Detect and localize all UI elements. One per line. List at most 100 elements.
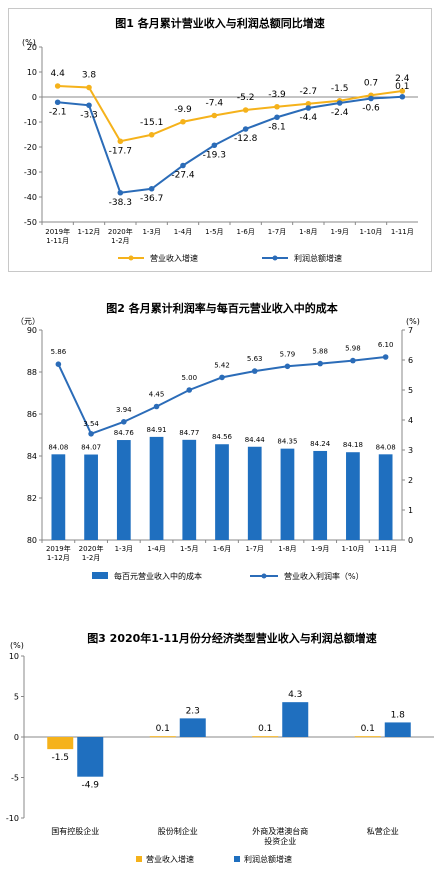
chart3-bar [179,718,206,737]
chart3-y-tick-label: -5 [11,774,19,783]
chart3-bar [384,722,411,737]
chart3-bar [252,736,279,738]
chart1-series-line [57,95,403,194]
chart2-bar-label: 84.76 [114,429,135,437]
chart2-svg: 图2 各月累计利润率与每百元营业收入中的成本 （元） (%) 90 88 86 84 8… [16,301,420,581]
chart1-y-tick-label: 20 [27,43,37,52]
chart1-data-point [54,99,61,106]
chart3-x-tick-label: 股份制企业 [158,826,198,836]
chart2-right-tick-label: 5 [408,386,413,395]
chart1-x-tick-label: 1-11月 [391,228,414,236]
chart2-bar [116,440,131,540]
chart1-data-point [148,185,155,192]
chart2-bar [51,454,66,540]
chart1-svg: 图1 各月累计营业收入与利润总额同比增速 (%) 20 10 0 -10 -20 -30 -… [22,16,418,263]
chart2-line-label: 6.10 [378,341,394,349]
chart2-line-label: 5.86 [51,348,67,356]
chart1-y-tick-label: -20 [24,143,37,152]
chart2-x-tick-label: 1-7月 [246,545,264,553]
chart3-bar [354,736,381,738]
chart3-bar-label: 4.3 [288,690,302,700]
chart1-title: 图1 各月累计营业收入与利润总额同比增速 [115,16,324,30]
chart3-bar [47,737,74,750]
chart3-x-tick-label: 私营企业 [367,826,399,836]
chart2-line-point [350,357,356,364]
chart1-data-label: 0.1 [395,82,409,92]
chart1-x-tick-label: 1-9月 [330,228,348,236]
chart1-data-label: -38.3 [109,198,132,208]
chart1-frame [8,8,432,272]
chart2-line-label: 5.42 [214,361,230,369]
chart1-data-point [54,83,61,89]
chart1-data-point [305,100,312,107]
chart1-data-label: -17.7 [109,146,132,156]
chart3-legend-swatch [234,856,240,862]
chart1-y-tick-label: -50 [24,218,37,227]
chart1-data-point [180,118,186,125]
chart1-data-label: -8.1 [268,122,286,132]
chart1-data-label: -27.4 [171,171,195,181]
chart2-bar-label: 84.07 [81,444,101,452]
chart2-line-label: 5.79 [280,350,296,358]
chart1-data-label: -7.4 [206,99,224,109]
chart3-y-tick-label: 10 [9,652,19,661]
chart1-data-label: 3.8 [82,71,97,81]
chart2-bar-label: 84.08 [48,443,68,451]
chart2-line-point [219,374,225,381]
chart3-title: 图3 2020年1-11月份分经济类型营业收入与利润总额增速 [87,631,377,645]
chart2-line-label: 5.88 [312,348,328,356]
chart2-line-label: 5.63 [247,355,263,363]
chart3-bar-label: 0.1 [361,724,375,734]
chart1-data-label: -2.1 [49,107,67,117]
chart1-y-tick-label: 10 [27,68,37,77]
chart1-data-point [242,126,249,132]
chart2-left-tick-label: 90 [27,326,37,335]
chart3-legend-label: 利润总额增速 [244,854,292,864]
chart3-bar-label: 0.1 [156,724,170,734]
chart2-bar-label: 84.44 [245,436,266,444]
chart1-x-tick-label: 1-3月 [142,228,160,236]
chart1-x-tick-label: 2019年 1-11月 [45,227,70,245]
chart2-left-unit: （元） [16,317,40,326]
chart2-x-tick-label: 1-11月 [374,545,397,553]
chart1-data-point [211,112,218,119]
chart1-data-point [274,103,280,110]
chart3-bar [282,702,309,737]
chart1-data-point [117,189,124,196]
chart3-panel: 图3 2020年1-11月份分经济类型营业收入与利润总额增速 (%) 10 5 0 -… [0,620,440,883]
chart3-y-tick-label: -10 [6,814,19,823]
chart2-bar [84,454,98,540]
chart2-right-tick-label: 1 [408,506,413,515]
chart2-line-point [55,361,62,367]
chart2-x-tick-label: 1-4月 [147,545,165,553]
chart2-legend-swatch [92,572,108,579]
chart1-data-point [86,84,92,91]
chart2-left-tick-label: 88 [27,368,37,377]
chart1-legend-marker [128,255,134,261]
chart2-bar [149,436,164,540]
chart1-data-point [305,105,312,111]
chart1-data-label: -3.3 [80,110,98,120]
chart1-data-label: -4.4 [300,113,318,123]
chart1-data-label: 2.4 [395,74,410,84]
chart1-data-label: -5.2 [237,93,255,103]
chart2-left-tick-label: 86 [27,410,37,419]
chart2-right-tick-label: 4 [408,416,413,425]
chart2-right-tick-label: 3 [408,446,413,455]
chart2-bar-label: 84.56 [212,433,233,441]
chart1-x-tick-label: 1-4月 [174,228,192,236]
chart1-data-point [86,102,92,109]
chart2-x-tick-label: 1-10月 [341,545,364,553]
chart1-y-tick-label: -10 [24,118,37,127]
chart1-data-point [274,114,280,121]
chart1-data-label: -15.1 [140,118,163,128]
chart2-bar-label: 84.18 [343,441,363,449]
chart1-data-point [368,95,374,102]
chart2-line-label: 3.94 [116,406,132,414]
chart1-data-label: -36.7 [140,194,163,204]
chart1-legend-label: 营业收入增速 [150,253,198,263]
chart1-data-label: 4.4 [51,69,66,79]
chart3-bar-label: 1.8 [391,710,406,720]
chart1-data-label: 0.7 [364,78,378,88]
chart2-line-point [88,431,94,437]
